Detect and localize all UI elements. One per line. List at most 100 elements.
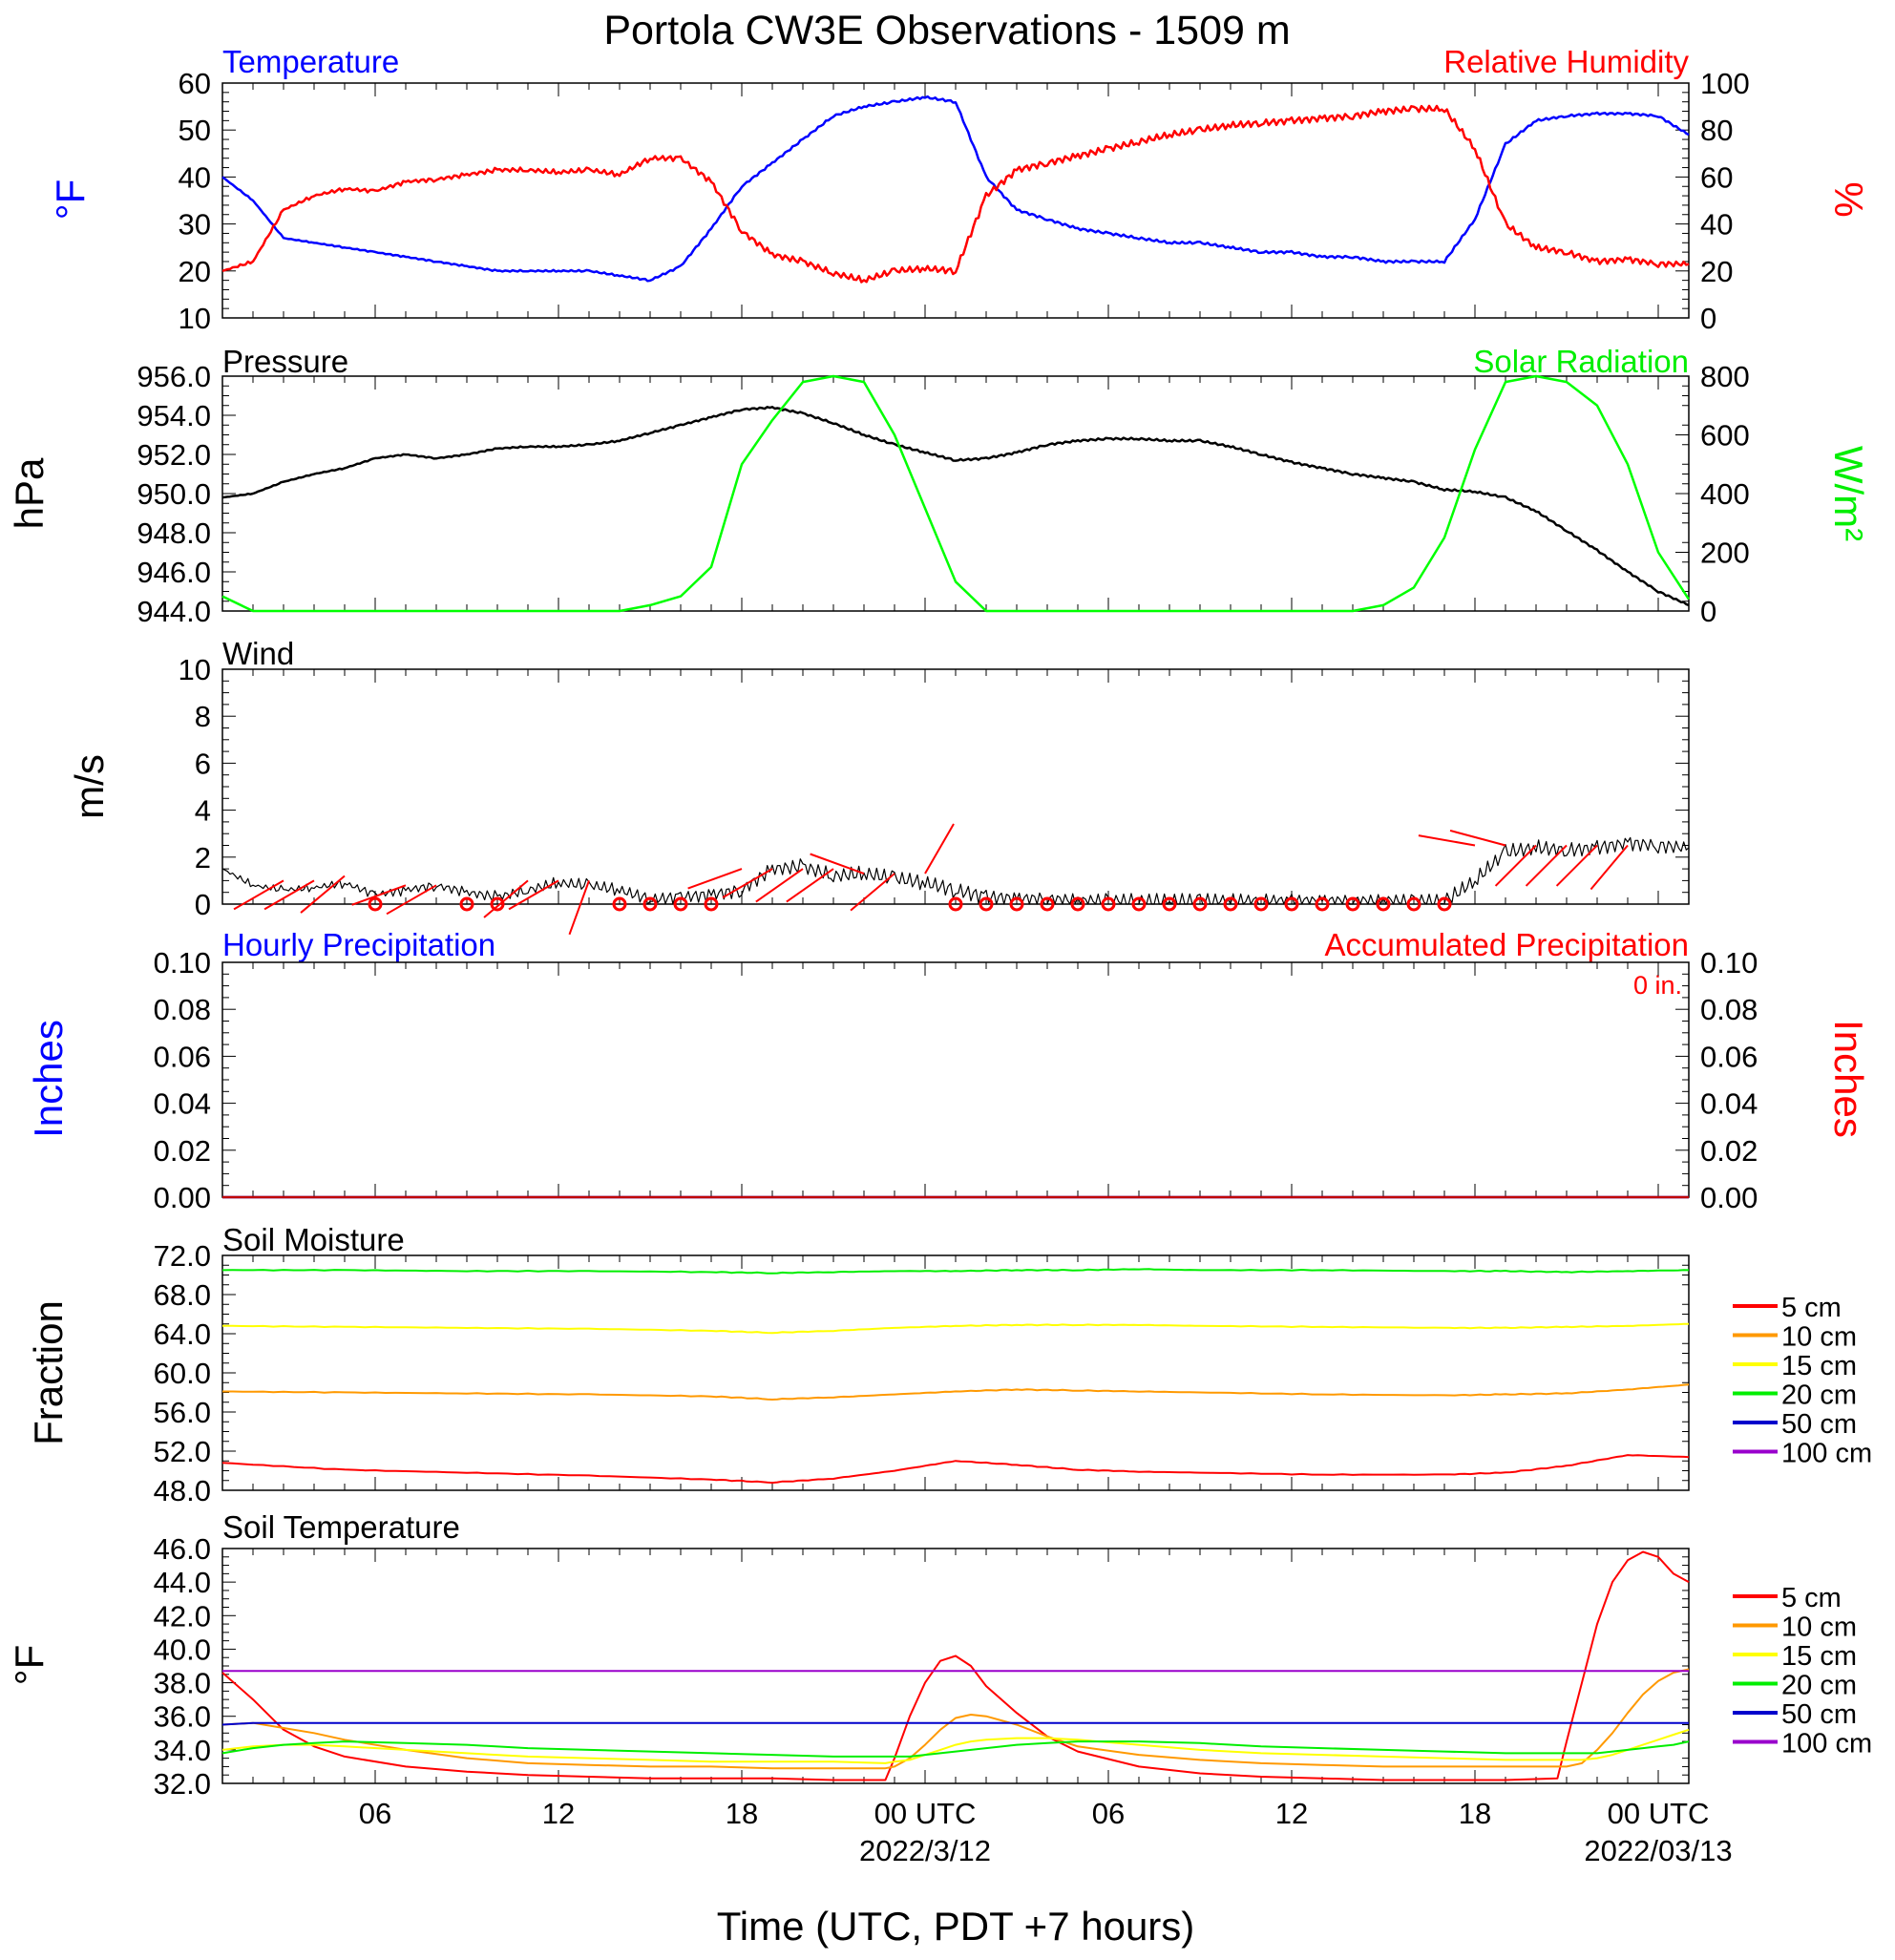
- wind-barb: [233, 879, 284, 911]
- y-tick-label: 4: [195, 794, 211, 828]
- pressure-title: Pressure: [222, 344, 348, 379]
- y-tick-label: 952.0: [137, 438, 211, 472]
- humidity-line: [221, 104, 1690, 284]
- wind-barb: [722, 868, 773, 898]
- pressure-unit: hPa: [7, 457, 52, 529]
- wind-barb: [508, 879, 559, 911]
- y-tick-label: 64.0: [154, 1317, 211, 1351]
- calm-wind-marker: [704, 896, 719, 912]
- chart-title: Portola CW3E Observations - 1509 m: [603, 8, 1290, 53]
- calm-wind-marker: [368, 896, 383, 912]
- calm-wind-marker: [1345, 896, 1360, 912]
- calm-wind-marker: [1162, 896, 1177, 912]
- y2-tick-label: 0.04: [1700, 1087, 1758, 1121]
- x-date-label: 2022/03/13: [1584, 1834, 1732, 1867]
- y-tick-label: 946.0: [137, 556, 211, 589]
- panel-soil-temperature: Soil Temperature °F 32.034.036.038.040.0…: [7, 1509, 1872, 1801]
- wind-barb: [786, 868, 834, 903]
- y-tick-label: 60.0: [154, 1357, 211, 1390]
- solar-title: Solar Radiation: [1473, 344, 1689, 379]
- y-tick-label: 30: [179, 208, 211, 242]
- y-tick-label: 52.0: [154, 1435, 211, 1468]
- x-tick-label: 12: [1275, 1797, 1308, 1830]
- calm-wind-marker: [1101, 896, 1116, 912]
- wind-barb: [300, 875, 346, 914]
- legend-label: 10 cm: [1781, 1322, 1857, 1353]
- y-tick-label: 0: [195, 888, 211, 921]
- soil-temperature-line: [221, 1728, 1690, 1764]
- legend-label: 20 cm: [1781, 1671, 1857, 1701]
- y-tick-label: 956.0: [137, 360, 211, 393]
- y-tick-label: 0.00: [154, 1181, 211, 1214]
- y2-tick-label: 0.02: [1700, 1134, 1758, 1168]
- calm-wind-marker: [948, 896, 963, 912]
- wind-title: Wind: [222, 636, 294, 671]
- x-tick-label: 06: [1092, 1797, 1125, 1830]
- humidity-title: Relative Humidity: [1443, 44, 1689, 79]
- y-tick-label: 950.0: [137, 477, 211, 511]
- wind-barb: [755, 868, 804, 903]
- soil-temp-unit: °F: [7, 1645, 52, 1685]
- y-tick-label: 6: [195, 747, 211, 780]
- wind-barb: [386, 884, 437, 916]
- y2-tick-label: 0.08: [1700, 993, 1758, 1026]
- calm-wind-marker: [1437, 896, 1452, 912]
- y-tick-label: 56.0: [154, 1396, 211, 1429]
- wind-barb: [351, 884, 407, 906]
- calm-wind-marker: [1376, 896, 1391, 912]
- x-tick-label: 06: [359, 1797, 391, 1830]
- x-date-label: 2022/3/12: [859, 1834, 991, 1867]
- calm-wind-marker: [1284, 896, 1299, 912]
- y-tick-label: 10: [179, 302, 211, 335]
- solar-unit: W/m²: [1826, 446, 1871, 541]
- y-tick-label: 10: [179, 653, 211, 686]
- calm-wind-marker: [1070, 896, 1085, 912]
- y-tick-label: 0.02: [154, 1134, 211, 1168]
- wind-barb: [1494, 844, 1537, 887]
- wind-barb: [483, 879, 529, 918]
- soil-temperature-line: [221, 1550, 1690, 1781]
- y-tick-label: 68.0: [154, 1278, 211, 1312]
- calm-wind-marker: [642, 896, 658, 912]
- y2-tick-label: 400: [1700, 477, 1750, 511]
- calm-wind-marker: [1253, 896, 1269, 912]
- y2-tick-label: 600: [1700, 419, 1750, 453]
- wind-barb: [850, 873, 895, 912]
- humidity-unit: %: [1826, 181, 1871, 217]
- wind-speed-line: [221, 836, 1690, 905]
- x-axis-label: Time (UTC, PDT +7 hours): [717, 1904, 1195, 1949]
- y-tick-label: 44.0: [154, 1566, 211, 1599]
- y-tick-label: 50: [179, 114, 211, 147]
- y-tick-label: 46.0: [154, 1532, 211, 1566]
- y2-tick-label: 60: [1700, 160, 1733, 194]
- y-tick-label: 0.06: [154, 1040, 211, 1073]
- y2-tick-label: 0: [1700, 595, 1716, 628]
- wind-barb: [1449, 830, 1506, 847]
- panel-pressure-solar: Pressure Solar Radiation hPa W/m² 944.0 9…: [7, 344, 1871, 628]
- x-tick-label: 12: [542, 1797, 575, 1830]
- legend-label: 100 cm: [1781, 1439, 1872, 1469]
- y2-tick-label: 20: [1700, 255, 1733, 288]
- y-tick-label: 944.0: [137, 595, 211, 628]
- x-tick-label: 18: [726, 1797, 758, 1830]
- soil-moisture-unit: Fraction: [26, 1300, 71, 1445]
- legend-label: 50 cm: [1781, 1699, 1857, 1730]
- panel-wind: Wind m/s 0 2 4 6 8 10: [67, 636, 1690, 936]
- accum-precip-unit: Inches: [1826, 1020, 1871, 1138]
- pressure-line: [221, 406, 1690, 607]
- y-tick-label: 0.04: [154, 1087, 211, 1121]
- wind-barb: [810, 853, 865, 875]
- x-tick-label: 18: [1459, 1797, 1491, 1830]
- wind-barb: [1525, 844, 1568, 887]
- y-tick-label: 72.0: [154, 1239, 211, 1273]
- wind-barb: [1555, 844, 1598, 887]
- x-tick-label: 00 UTC: [874, 1797, 977, 1830]
- y-tick-label: 20: [179, 255, 211, 288]
- legend-label: 10 cm: [1781, 1612, 1857, 1643]
- accum-precip-value: 0 in.: [1633, 971, 1682, 1000]
- y-tick-label: 954.0: [137, 399, 211, 432]
- wind-unit: m/s: [67, 754, 112, 819]
- y-tick-label: 40: [179, 160, 211, 194]
- y2-tick-label: 0.00: [1700, 1181, 1758, 1214]
